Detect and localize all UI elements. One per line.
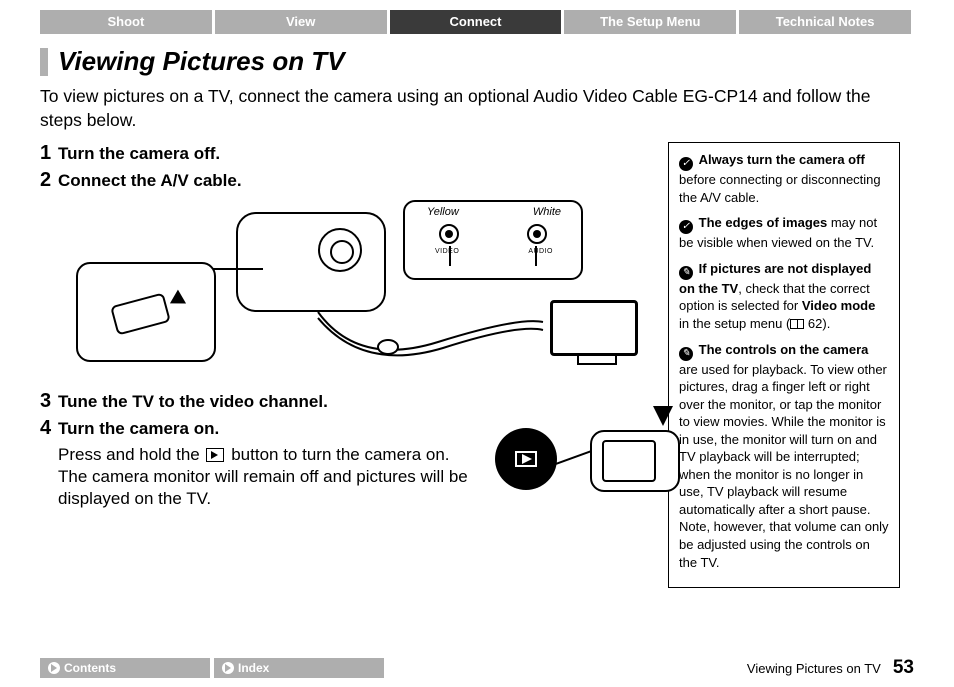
connection-diagram: Yellow White VIDEO AUDIO xyxy=(58,200,638,380)
arrow-icon xyxy=(48,662,60,674)
index-label: Index xyxy=(238,661,269,675)
note-icon: ✎ xyxy=(679,266,693,280)
note-bold: The controls on the camera xyxy=(699,342,869,357)
intro-text: To view pictures on a TV, connect the ca… xyxy=(40,85,914,132)
note-rest: before connecting or disconnecting the A… xyxy=(679,172,881,205)
audio-sublabel: AUDIO xyxy=(528,248,553,255)
playback-diagram xyxy=(495,408,695,528)
tab-setup[interactable]: The Setup Menu xyxy=(564,10,736,34)
tab-view[interactable]: View xyxy=(215,10,387,34)
note-bold: The edges of images xyxy=(699,215,828,230)
step-4-body: Press and hold the button to turn the ca… xyxy=(58,444,478,510)
note-2: ✓ The edges of images may not be visible… xyxy=(679,214,889,252)
av-jacks-box: Yellow White VIDEO AUDIO xyxy=(403,200,583,280)
camera-body-icon xyxy=(236,212,386,312)
camera-back-icon xyxy=(590,430,680,492)
audio-jack-icon xyxy=(527,224,547,244)
playback-icon xyxy=(206,448,224,462)
contents-button[interactable]: Contents xyxy=(40,658,210,678)
note-bold2: Video mode xyxy=(802,298,875,313)
step-number: 2 xyxy=(40,169,58,192)
tv-icon xyxy=(550,300,638,356)
step-1: 1 Turn the camera off. xyxy=(40,142,650,165)
notes-sidebar: ✓ Always turn the camera off before conn… xyxy=(668,142,900,588)
cable-plug-icon xyxy=(110,293,171,336)
play-button-circle xyxy=(495,428,557,490)
step-number: 3 xyxy=(40,390,58,413)
contents-label: Contents xyxy=(64,661,116,675)
cable-path xyxy=(318,312,578,376)
book-icon xyxy=(790,319,804,329)
note-rest-b: in the setup menu ( xyxy=(679,316,790,331)
note-icon: ✓ xyxy=(679,157,693,171)
tab-tech[interactable]: Technical Notes xyxy=(739,10,911,34)
play-rect-icon xyxy=(515,451,537,467)
note-bold: Always turn the camera off xyxy=(699,152,865,167)
yellow-label: Yellow xyxy=(427,206,459,218)
port-callout xyxy=(76,262,216,362)
footer: Contents Index Viewing Pictures on TV 53 xyxy=(40,657,914,679)
step4-text-a: Press and hold the xyxy=(58,445,204,464)
index-button[interactable]: Index xyxy=(214,658,384,678)
tab-connect[interactable]: Connect xyxy=(390,10,562,34)
leader-line xyxy=(213,268,263,270)
insert-arrow-icon xyxy=(170,290,190,311)
white-label: White xyxy=(533,206,561,218)
tab-bar: Shoot View Connect The Setup Menu Techni… xyxy=(40,10,914,34)
step-text: Connect the A/V cable. xyxy=(58,171,242,191)
step-text: Tune the TV to the video channel. xyxy=(58,392,328,412)
arrow-icon xyxy=(222,662,234,674)
footer-section: Viewing Pictures on TV xyxy=(747,661,881,676)
step-text: Turn the camera off. xyxy=(58,144,220,164)
note-page: 62). xyxy=(804,316,830,331)
video-jack-icon xyxy=(439,224,459,244)
title-accent-bar xyxy=(40,48,48,76)
step-number: 4 xyxy=(40,417,58,440)
note-3: ✎ If pictures are not displayed on the T… xyxy=(679,260,889,333)
camera-screen-icon xyxy=(602,440,656,482)
play-triangle-icon xyxy=(522,454,532,464)
note-1: ✓ Always turn the camera off before conn… xyxy=(679,151,889,206)
note-4: ✎ The controls on the camera are used fo… xyxy=(679,341,889,572)
step-number: 1 xyxy=(40,142,58,165)
press-arrow-icon xyxy=(653,406,673,426)
note-icon: ✓ xyxy=(679,220,693,234)
tab-shoot[interactable]: Shoot xyxy=(40,10,212,34)
video-sublabel: VIDEO xyxy=(435,248,459,255)
step-2: 2 Connect the A/V cable. xyxy=(40,169,650,192)
leader-line xyxy=(556,449,594,465)
page-number: 53 xyxy=(893,657,914,679)
camera-lens-icon xyxy=(318,228,362,272)
page-title-row: Viewing Pictures on TV xyxy=(40,46,914,77)
step-text: Turn the camera on. xyxy=(58,419,219,439)
note-icon: ✎ xyxy=(679,347,693,361)
note-rest: are used for playback. To view other pic… xyxy=(679,362,889,570)
page-title: Viewing Pictures on TV xyxy=(58,46,345,77)
